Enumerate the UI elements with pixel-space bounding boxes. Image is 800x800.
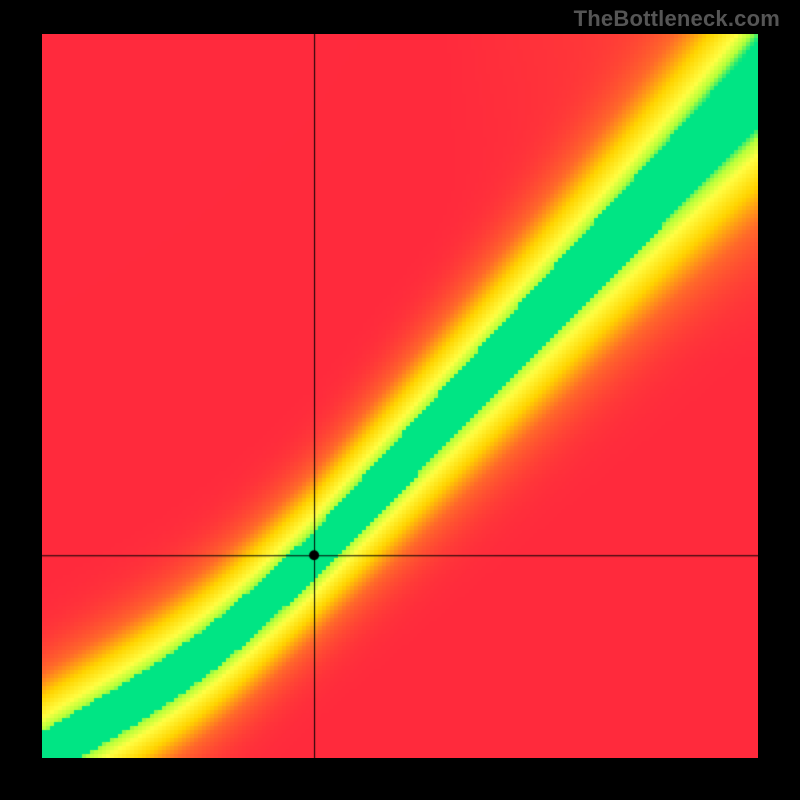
bottleneck-heatmap [42,34,758,758]
chart-frame: { "watermark": { "text": "TheBottleneck.… [0,0,800,800]
watermark-text: TheBottleneck.com [574,6,780,32]
